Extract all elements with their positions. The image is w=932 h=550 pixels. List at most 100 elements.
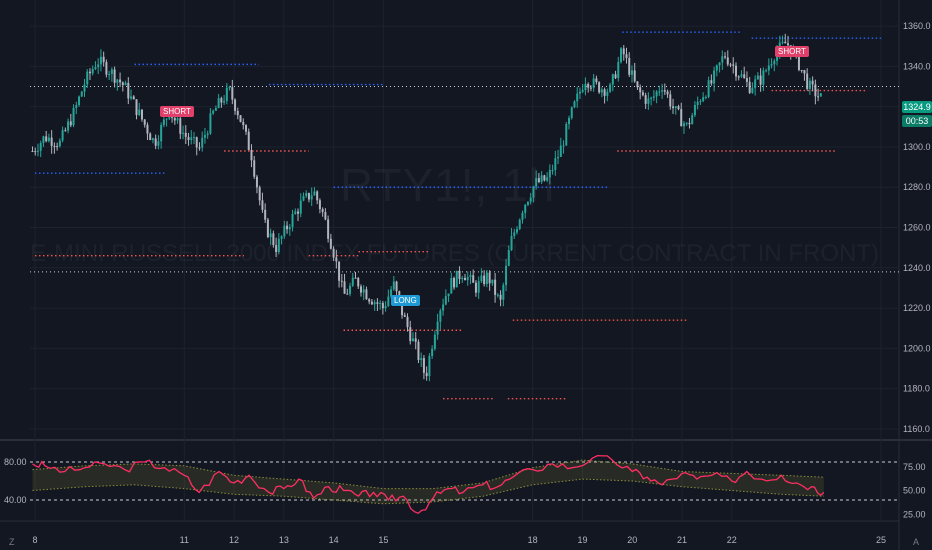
candle-body	[773, 60, 776, 65]
candle-body	[61, 130, 64, 141]
candle-body	[488, 272, 491, 284]
candle-body	[442, 304, 445, 311]
candle-body	[526, 201, 529, 205]
candle-body	[453, 278, 456, 288]
candle-body	[206, 133, 209, 136]
zoom-toggle-button[interactable]: Z	[9, 537, 15, 547]
candle-body	[650, 97, 653, 99]
candle-body	[165, 118, 168, 120]
candle-body	[338, 261, 341, 281]
candle-body	[69, 121, 72, 126]
rsi-tick-label: 50.00	[903, 486, 926, 496]
candle-body	[294, 211, 297, 215]
candle-body	[433, 334, 436, 349]
candle-body	[198, 147, 201, 149]
rsi-tick-label: 25.00	[903, 509, 926, 519]
candle-body	[154, 138, 157, 146]
candle-body	[151, 138, 154, 141]
time-tick-label: 11	[180, 535, 189, 545]
candle-body	[688, 122, 691, 125]
candle-body	[160, 125, 163, 142]
candle-body	[171, 116, 174, 118]
candle-body	[307, 193, 310, 200]
candle-body	[214, 107, 217, 111]
candle-body	[663, 90, 666, 92]
candle-body	[138, 109, 141, 115]
candle-body	[64, 130, 67, 132]
candle-body	[359, 286, 362, 293]
candle-body	[392, 281, 395, 290]
candle-body	[817, 96, 820, 98]
candle-body	[124, 82, 127, 86]
candle-body	[609, 84, 612, 92]
candle-body	[195, 137, 198, 148]
candle-body	[242, 121, 245, 126]
time-tick-label: 25	[876, 535, 886, 545]
candle-body	[472, 275, 475, 283]
candle-body	[127, 82, 130, 99]
candle-body	[162, 119, 165, 126]
candle-body	[209, 113, 212, 134]
price-tick-label: 1240.0	[903, 263, 931, 273]
candle-body	[784, 41, 787, 44]
candle-body	[223, 101, 226, 103]
level-lines	[30, 31, 899, 400]
candle-body	[674, 106, 677, 108]
candle-body	[302, 196, 305, 201]
candle-body	[617, 62, 620, 79]
price-tick-label: 1360.0	[903, 21, 931, 31]
candle-body	[691, 115, 694, 125]
candle-body	[264, 209, 267, 220]
time-tick-label: 22	[727, 535, 737, 545]
candle-body	[220, 98, 223, 103]
candle-body	[543, 175, 546, 181]
candle-body	[340, 280, 343, 282]
candle-body	[704, 96, 707, 98]
candle-body	[299, 200, 302, 214]
candle-body	[603, 89, 606, 96]
candle-body	[710, 80, 713, 84]
candle-body	[693, 105, 696, 116]
candle-body	[589, 87, 592, 89]
candle-body	[630, 70, 633, 75]
candle-body	[370, 301, 373, 305]
price-tick-label: 1260.0	[903, 223, 931, 233]
candle-body	[75, 105, 78, 108]
candle-body	[767, 65, 770, 71]
candle-body	[581, 89, 584, 92]
candle-body	[786, 43, 789, 46]
candle-body	[439, 310, 442, 322]
price-axis[interactable]: 1160.0 1180.0 1200.0 1220.0 1240.0 1260.0 1280…	[4, 21, 931, 519]
candle-body	[781, 41, 784, 43]
candle-body	[641, 92, 644, 96]
candle-body	[86, 71, 89, 85]
candle-body	[565, 124, 568, 146]
candle-body	[102, 56, 105, 63]
candle-body	[444, 296, 447, 305]
candle-body	[494, 279, 497, 295]
candle-body	[800, 70, 803, 72]
candle-body	[39, 142, 42, 151]
rsi-line	[32, 454, 825, 515]
candle-body	[239, 115, 242, 122]
time-axis[interactable]: 8 11 12 13 14 15 18 19 20 21 22 25	[32, 535, 886, 545]
auto-scale-button[interactable]: A	[913, 537, 920, 547]
last-price-label: 1324.9	[902, 101, 932, 113]
candle-body	[110, 69, 113, 75]
candle-body	[283, 225, 286, 237]
candle-body	[713, 70, 716, 84]
time-tick-label: 15	[378, 535, 388, 545]
candle-body	[797, 51, 800, 71]
candle-body	[507, 250, 510, 266]
candle-body	[748, 81, 751, 93]
candle-body	[765, 70, 768, 72]
candle-body	[94, 67, 97, 70]
candle-body	[592, 78, 595, 88]
candle-body	[598, 82, 601, 93]
candle-body	[696, 101, 699, 106]
candle-body	[803, 70, 806, 74]
candle-body	[217, 98, 220, 108]
candle-body	[732, 64, 735, 66]
candle-body	[324, 212, 327, 220]
